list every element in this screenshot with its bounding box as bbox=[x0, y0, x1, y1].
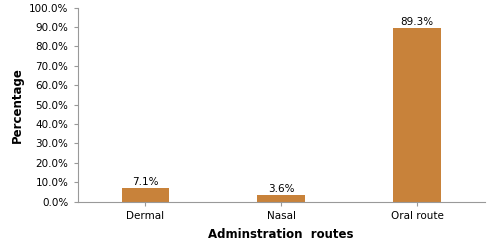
Text: 7.1%: 7.1% bbox=[132, 177, 158, 187]
Bar bbox=[258, 195, 305, 202]
Bar bbox=[394, 28, 441, 202]
Y-axis label: Percentage: Percentage bbox=[10, 67, 24, 143]
Bar bbox=[122, 188, 169, 202]
X-axis label: Adminstration  routes: Adminstration routes bbox=[208, 228, 354, 241]
Text: 89.3%: 89.3% bbox=[400, 17, 434, 27]
Text: 3.6%: 3.6% bbox=[268, 184, 294, 194]
